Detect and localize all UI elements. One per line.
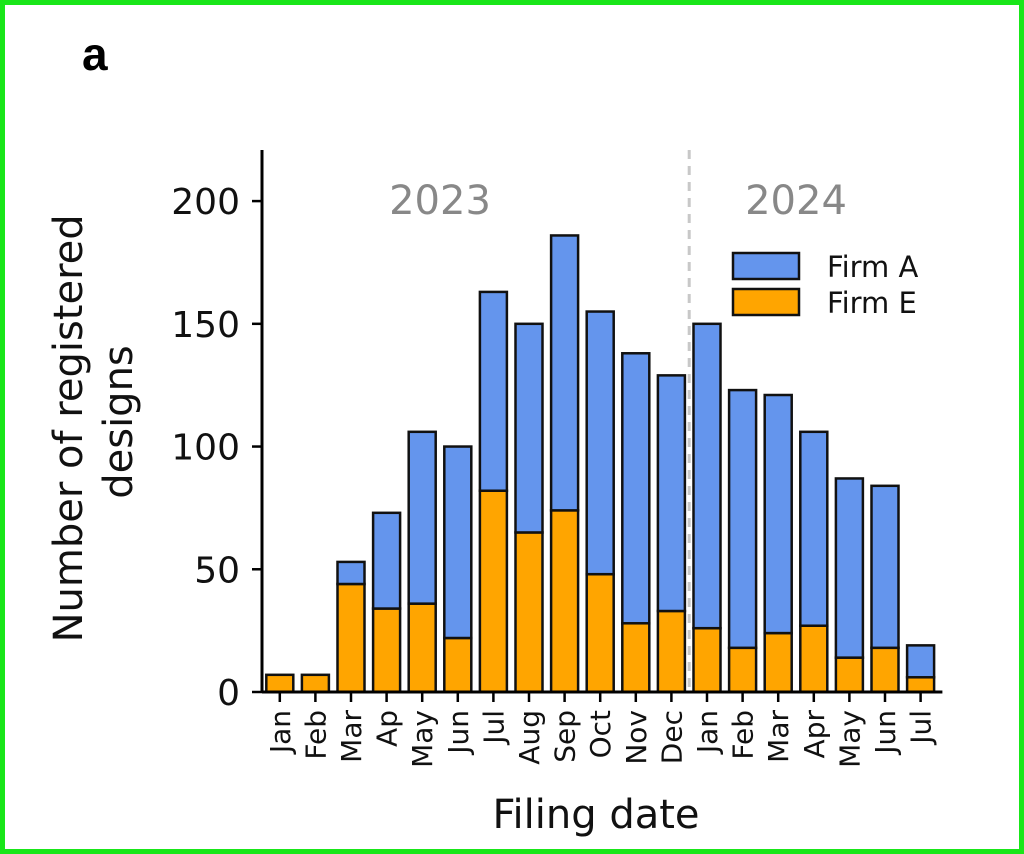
x-tick-label-14: Mar (762, 710, 795, 763)
x-tick-label-16: May (833, 710, 866, 768)
bar-firm-a-18 (905, 644, 936, 679)
x-tick-label-15: Apr (798, 710, 831, 759)
x-axis-label: Filing date (492, 792, 699, 838)
bar-firm-a-5 (443, 445, 473, 640)
bar-firm-a-6 (478, 290, 509, 492)
bar-firm-e-15 (799, 624, 829, 694)
y-tick-label-150: 150 (171, 305, 240, 346)
bar-firm-e-11 (656, 609, 687, 694)
x-axis: Jan Feb Mar Ap May Jun Jul Aug Sep Oct Nov Dec Jan Fe… (262, 690, 943, 768)
bar-firm-e-6 (478, 489, 509, 694)
x-tick-label-0: Jan (264, 710, 297, 755)
bar-firm-a-13 (727, 388, 758, 650)
bar-firm-e-9 (585, 572, 615, 694)
x-tick-label-1: Feb (299, 710, 332, 760)
y-tick-label-0: 0 (217, 673, 240, 714)
y-axis-label-line-1: Number of registered (46, 214, 92, 642)
bar-firm-a-15 (799, 430, 829, 627)
x-tick-label-3: Ap (371, 710, 404, 747)
bar-firm-a-3 (371, 511, 402, 610)
legend-swatch-firm-e (731, 287, 801, 317)
x-tick-label-17: Jun (869, 710, 902, 756)
bar-firm-a-8 (549, 234, 580, 512)
x-tick-label-18: Jul (905, 710, 938, 746)
bar-firm-e-2 (336, 582, 366, 694)
x-tick-label-12: Jan (691, 710, 724, 755)
bar-firm-e-10 (621, 622, 651, 694)
bar-firm-a-14 (763, 393, 793, 635)
bar-firm-a-9 (585, 310, 615, 576)
y-tick-label-50: 50 (194, 550, 240, 591)
y-axis-label-line-2: designs (96, 345, 142, 499)
bar-firm-a-4 (407, 430, 437, 605)
y-axis: 0 50 100 150 200 (171, 150, 264, 714)
bar-firm-e-13 (727, 646, 758, 694)
bar-firm-e-5 (443, 636, 473, 694)
bar-firm-a-17 (870, 484, 900, 650)
x-tick-label-6: Jul (477, 710, 510, 746)
bars-group (265, 234, 936, 694)
bar-firm-e-4 (407, 602, 437, 694)
bar-firm-e-12 (692, 626, 722, 694)
y-tick-label-100: 100 (171, 428, 240, 469)
x-tick-label-8: Sep (549, 710, 582, 763)
year-label-2023: 2023 (389, 178, 491, 224)
bar-firm-e-7 (514, 531, 544, 694)
bar-firm-a-12 (692, 322, 722, 630)
panel-label: a (82, 28, 108, 80)
legend-swatch-firm-a (731, 251, 801, 281)
x-tick-label-4: May (406, 710, 439, 768)
bar-firm-e-16 (834, 656, 865, 694)
bar-firm-a-2 (336, 560, 366, 586)
x-tick-label-9: Oct (584, 710, 617, 758)
bar-firm-e-14 (763, 631, 793, 694)
x-tick-label-5: Jun (442, 710, 475, 756)
bar-firm-a-7 (514, 322, 544, 534)
legend-label-firm-e: Firm E (827, 286, 917, 320)
x-tick-label-13: Feb (727, 710, 760, 760)
bar-firm-e-17 (870, 646, 900, 694)
legend-label-firm-a: Firm A (827, 250, 919, 284)
bar-firm-e-8 (549, 509, 580, 694)
y-tick-label-200: 200 (171, 182, 240, 223)
bar-firm-e-1 (300, 673, 331, 694)
bar-firm-e-3 (371, 607, 402, 694)
bar-firm-a-16 (834, 477, 865, 659)
bar-firm-e-18 (905, 676, 936, 694)
x-tick-label-2: Mar (335, 710, 368, 763)
year-label-2024: 2024 (745, 178, 847, 224)
x-tick-label-10: Nov (620, 710, 653, 765)
x-tick-label-7: Aug (513, 710, 546, 765)
bar-firm-e-0 (265, 673, 295, 694)
bar-firm-a-10 (621, 352, 651, 625)
x-tick-label-11: Dec (655, 710, 688, 764)
legend: Firm A Firm E (731, 250, 919, 320)
y-axis-label: Number of registered designs (46, 202, 142, 643)
bar-firm-a-11 (656, 374, 687, 613)
